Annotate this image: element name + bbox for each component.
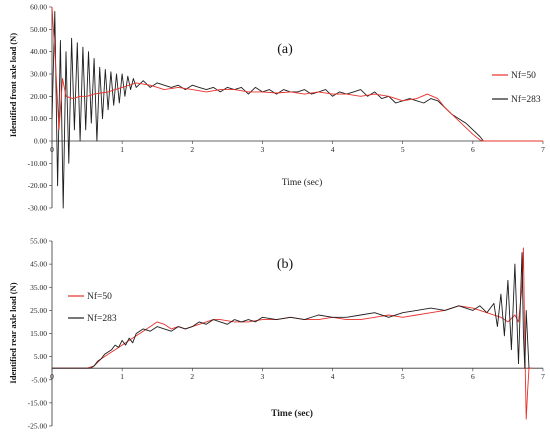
panel-a-xtick-label: 5 [401,145,405,154]
panel-a-ytick-label: -30.00 [28,204,48,213]
panel-a-legend: Nf=50 Nf=283 [492,70,541,105]
panel-a-xtick-label: 2 [190,145,194,154]
panel-b-ticks: 55.00 45.00 35.00 25.00 15.00 5.00 -5.00 -15.00… [28,237,546,431]
panel-b-label: (b) [277,257,294,272]
chart-panel-a: (a) Identified front axle load (N) Time … [8,3,545,213]
panel-b-legend-label: Nf=50 [87,291,112,302]
panel-b-series-nf283 [52,252,530,369]
panel-a-ytick-label: 40.00 [30,47,47,56]
panel-a-ytick-label: 60.00 [30,3,47,12]
panel-a-xlabel: Time (sec) [282,177,323,188]
panel-a-ticks: 60.00 50.00 40.00 30.00 20.00 10.00 0.00 -10.00… [28,3,546,213]
panel-b-xtick-label: 1 [120,372,124,381]
panel-a-legend-label: Nf=283 [511,94,541,105]
panel-b-xtick-label: 3 [261,372,265,381]
panel-b-legend-label: Nf=283 [87,313,117,324]
panel-b-xtick-label: 0 [50,372,54,381]
panel-b-ytick-label: 5.00 [34,352,47,361]
panel-a-ytick-label: -20.00 [28,181,48,190]
panel-a-ylabel: Identified front axle load (N) [8,33,18,137]
panel-b-xtick-label: 2 [190,372,194,381]
panel-a-ytick-label: 30.00 [30,70,47,79]
panel-b-xlabel: Time (sec) [271,408,313,419]
panel-b-series-nf50 [52,247,533,420]
panel-a-xtick-label: 1 [120,145,124,154]
panel-b-ytick-label: 45.00 [30,260,47,269]
panel-b-ytick-label: -25.00 [28,422,48,431]
panel-b-ytick-label: -15.00 [28,398,48,407]
panel-b-ylabel: Identified rear axle load (N) [8,282,18,383]
panel-b-ytick-label: 55.00 [30,237,47,246]
panel-b-ytick-label: 25.00 [30,306,47,315]
panel-a-xtick-label: 6 [471,145,475,154]
panel-a-label: (a) [277,42,293,57]
panel-a-xtick-label: 3 [261,145,265,154]
panel-b-ytick-label: 15.00 [30,329,47,338]
panel-b-ytick-label: 35.00 [30,283,47,292]
panel-a-ytick-label: 0.00 [34,137,47,146]
panel-a-ytick-label: 20.00 [30,92,47,101]
panel-b-series [52,247,533,420]
panel-a-series-nf50 [51,6,543,142]
panel-b-ytick-label: -5.00 [31,375,47,384]
panel-a-series-nf283 [51,11,543,209]
panel-a-ytick-label: -10.00 [28,159,48,168]
panel-b-xtick-label: 5 [401,372,405,381]
panel-a-series [51,6,543,209]
panel-b-xtick-label: 6 [471,372,475,381]
panel-b-axes [51,241,543,426]
panel-a-xtick-label: 0 [50,145,54,154]
panel-b-xtick-label: 7 [541,372,545,381]
panel-a-ytick-label: 10.00 [30,114,47,123]
panel-a-ytick-label: 50.00 [30,25,47,34]
panel-b-xtick-label: 4 [331,372,335,381]
chart-panel-b: (b) Identified rear axle load (N) Time (… [8,237,545,431]
panel-a-xtick-label: 7 [541,145,545,154]
panel-a-xtick-label: 4 [331,145,335,154]
panel-a-legend-label: Nf=50 [511,70,536,81]
panel-b-legend: Nf=50 Nf=283 [68,291,117,324]
